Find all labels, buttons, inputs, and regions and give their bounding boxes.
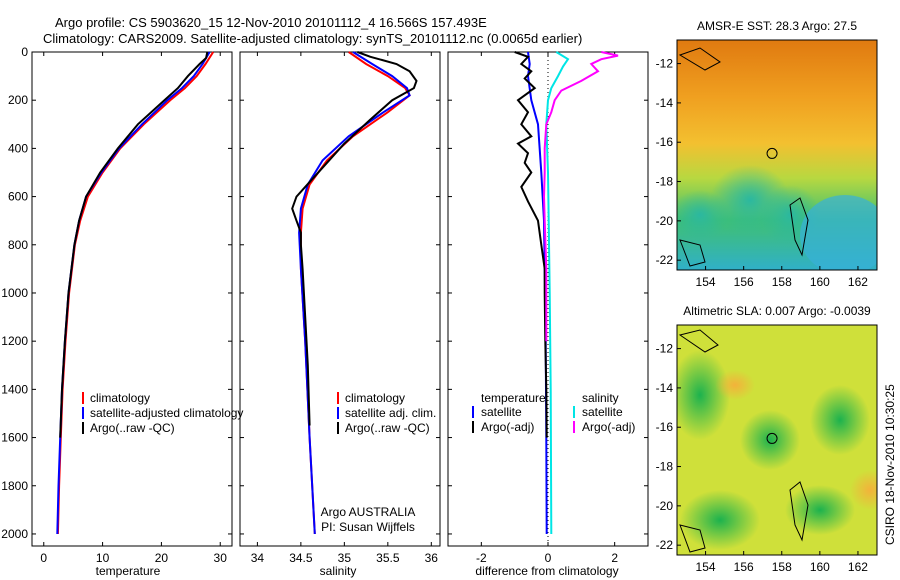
ytick-label: 600 (8, 190, 28, 204)
legend-diff-sal-title: salinity (582, 391, 619, 405)
map-ytick-label: -18 (656, 175, 674, 189)
legend-sal-argo: Argo(..raw -QC) (345, 421, 430, 435)
legend-diff-sal-sat: satellite (582, 405, 623, 419)
sla-map-frame (676, 324, 878, 556)
legend-sal-clim: climatology (345, 391, 405, 405)
map-ytick-label: -22 (656, 538, 674, 552)
xtick-label: 35 (338, 551, 352, 565)
argo-pi-label: PI: Susan Wijffels (321, 520, 415, 534)
series-line (299, 51, 411, 535)
legend-temp-clim: climatology (90, 391, 150, 405)
xtick-label: 34.5 (289, 551, 313, 565)
salinity-series (291, 51, 418, 535)
sst-map-axes: 154 156 158 160 162 -12 -14 -16 -18 -20 -22 (656, 57, 869, 289)
xtick-label: 0 (545, 551, 552, 565)
map-ytick-label: -12 (656, 57, 674, 71)
title-line1: Argo profile: CS 5903620_15 12-Nov-2010 … (55, 15, 487, 30)
xtick-label: 36 (425, 551, 439, 565)
side-timestamp: CSIRO 18-Nov-2010 10:30:25 (883, 384, 897, 545)
ytick-label: 1200 (1, 334, 28, 348)
legend-diff-temp-title: temperature (481, 391, 546, 405)
temperature-axes: 0 10 20 30 0 200 400 600 800 1000 1200 1400 1600 1800… (1, 45, 232, 565)
legend-sal-sat: satellite adj. clim. (345, 406, 436, 420)
temperature-xlabel: temperature (96, 564, 161, 578)
salinity-panel (239, 51, 441, 547)
map-xtick-label: 156 (734, 560, 754, 574)
difference-panel (447, 51, 649, 547)
map-ytick-label: -22 (656, 253, 674, 267)
ytick-label: 2000 (1, 527, 28, 541)
map-xtick-label: 154 (696, 275, 716, 289)
map-xtick-label: 162 (848, 275, 868, 289)
ytick-label: 200 (8, 93, 28, 107)
sst-map-field (677, 40, 877, 270)
map-ytick-label: -18 (656, 460, 674, 474)
xtick-label: 0 (40, 551, 47, 565)
map-xtick-label: 154 (696, 560, 716, 574)
ytick-label: 400 (8, 141, 28, 155)
ytick-label: 0 (21, 45, 28, 59)
difference-series (514, 51, 619, 535)
xtick-label: 34 (251, 551, 265, 565)
xtick-label: 30 (214, 551, 228, 565)
ytick-label: 1000 (1, 286, 28, 300)
series-line (56, 51, 215, 535)
map-xtick-label: 158 (772, 560, 792, 574)
xtick-label: 2 (611, 551, 618, 565)
salinity-axes: 34 34.5 35 35.5 36 (240, 51, 440, 565)
map-ytick-label: -14 (656, 381, 674, 395)
map-xtick-label: 160 (810, 560, 830, 574)
temperature-panel (31, 51, 233, 547)
temperature-legend: climatology satellite-adjusted climatolo… (82, 391, 243, 435)
map-ytick-label: -16 (656, 420, 674, 434)
title-line2: Climatology: CARS2009. Satellite-adjuste… (43, 31, 582, 46)
map-ytick-label: -14 (656, 96, 674, 110)
sst-map-title: AMSR-E SST: 28.3 Argo: 27.5 (697, 19, 857, 33)
sla-argo-marker (766, 432, 778, 444)
map-xtick-label: 162 (848, 560, 868, 574)
ytick-label: 1800 (1, 479, 28, 493)
ytick-label: 800 (8, 238, 28, 252)
temperature-series (56, 51, 215, 535)
map-ytick-label: -20 (656, 499, 674, 513)
series-line (298, 51, 411, 535)
salinity-legend: climatology satellite adj. clim. Argo(..… (337, 391, 436, 435)
sst-map-frame (676, 39, 878, 271)
series-line (56, 51, 211, 535)
sst-argo-marker (766, 147, 778, 159)
xtick-label: -2 (476, 551, 487, 565)
map-xtick-label: 156 (734, 275, 754, 289)
difference-axes: -2 0 2 (448, 51, 648, 565)
salinity-xlabel: salinity (320, 564, 357, 578)
legend-diff-temp-sat: satellite (481, 405, 522, 419)
map-ytick-label: -12 (656, 342, 674, 356)
series-line (291, 51, 418, 426)
sla-map-field (677, 325, 877, 555)
ytick-label: 1400 (1, 382, 28, 396)
map-xtick-label: 160 (810, 275, 830, 289)
xtick-label: 35.5 (376, 551, 400, 565)
map-xtick-label: 158 (772, 275, 792, 289)
series-line (514, 51, 548, 438)
series-line (542, 51, 619, 342)
legend-temp-sat: satellite-adjusted climatology (90, 406, 243, 420)
legend-diff-sal-argo: Argo(-adj) (582, 420, 635, 434)
sla-map-axes: 154 156 158 160 162 -12 -14 -16 -18 -20 -22 (656, 342, 869, 574)
xtick-label: 20 (155, 551, 169, 565)
sla-map-title: Altimetric SLA: 0.007 Argo: -0.0039 (683, 304, 871, 318)
ytick-label: 1600 (1, 431, 28, 445)
argo-country-label: Argo AUSTRALIA (321, 505, 416, 519)
difference-xlabel: difference from climatology (475, 564, 618, 578)
legend-diff-temp-argo: Argo(-adj) (481, 420, 534, 434)
series-line (545, 51, 570, 535)
difference-legend: temperature salinity satellite Argo(-adj… (472, 391, 635, 434)
xtick-label: 10 (96, 551, 110, 565)
legend-temp-argo: Argo(..raw -QC) (90, 421, 175, 435)
series-line (59, 51, 209, 438)
map-ytick-label: -20 (656, 214, 674, 228)
map-ytick-label: -16 (656, 135, 674, 149)
